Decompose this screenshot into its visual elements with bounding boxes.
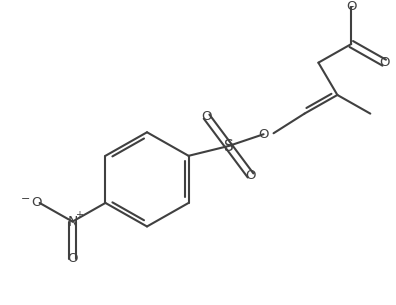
Text: S: S xyxy=(224,138,234,153)
Text: O: O xyxy=(67,252,78,265)
Text: O: O xyxy=(245,169,256,182)
Text: O: O xyxy=(379,56,389,69)
Text: O: O xyxy=(201,110,212,123)
Text: O: O xyxy=(31,196,42,210)
Text: N: N xyxy=(67,215,78,228)
Text: +: + xyxy=(76,210,84,220)
Text: O: O xyxy=(346,0,356,13)
Text: −: − xyxy=(21,194,30,204)
Text: O: O xyxy=(258,128,269,141)
